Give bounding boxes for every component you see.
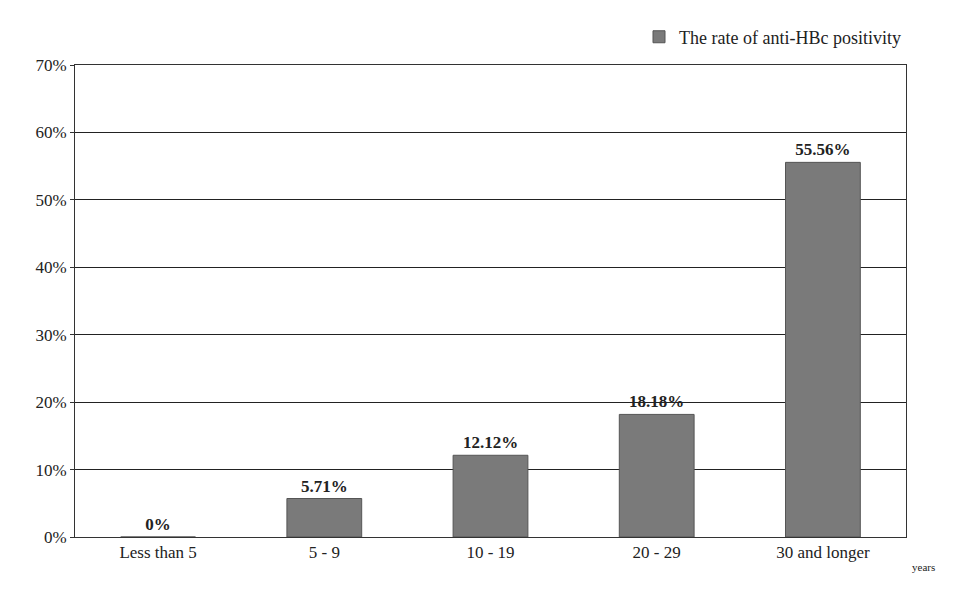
svg-text:0%: 0% [44,528,67,547]
svg-text:10%: 10% [35,461,66,480]
svg-text:10 - 19: 10 - 19 [466,543,514,562]
svg-text:40%: 40% [35,258,66,277]
svg-text:70%: 70% [35,56,66,75]
svg-text:30%: 30% [35,326,66,345]
svg-text:20 - 29: 20 - 29 [633,543,681,562]
svg-text:50%: 50% [35,191,66,210]
svg-text:30 and longer: 30 and longer [776,543,870,562]
svg-text:0%: 0% [145,515,171,534]
svg-text:Less than 5: Less than 5 [119,543,196,562]
svg-text:20%: 20% [35,393,66,412]
svg-text:12.12%: 12.12% [463,433,518,452]
svg-text:5 - 9: 5 - 9 [309,543,340,562]
svg-text:5.71%: 5.71% [301,477,348,496]
svg-text:18.18%: 18.18% [629,392,684,411]
svg-text:years: years [912,561,935,573]
svg-text:60%: 60% [35,123,66,142]
svg-text:55.56%: 55.56% [795,140,850,159]
svg-text:The rate of anti-HBc positivit: The rate of anti-HBc positivity [679,28,901,48]
